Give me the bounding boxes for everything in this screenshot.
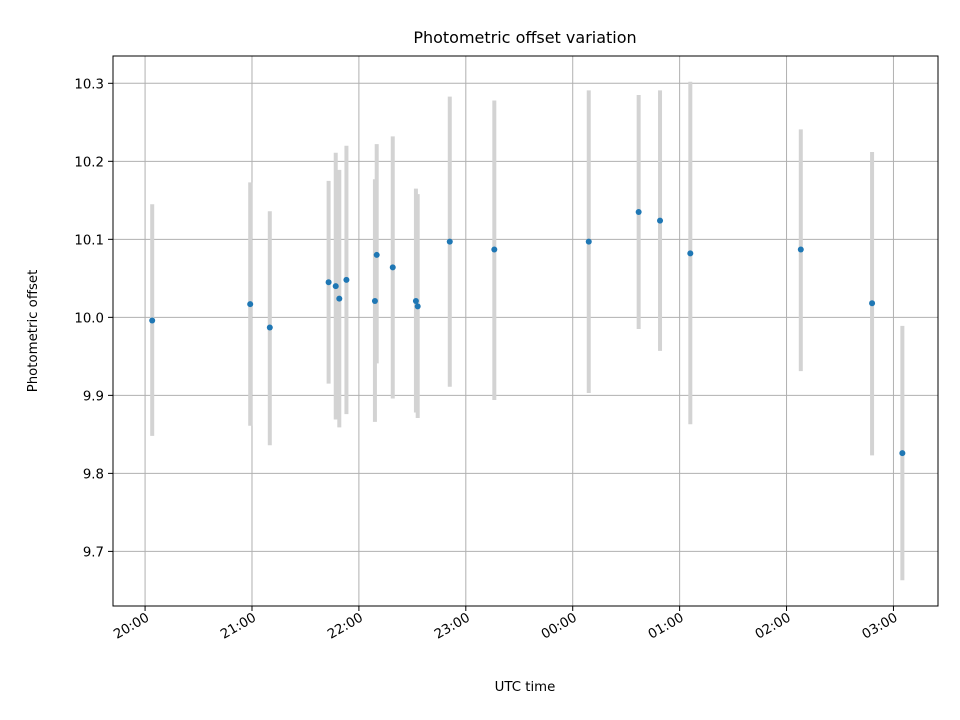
data-point bbox=[373, 251, 380, 258]
data-point bbox=[149, 317, 156, 324]
data-point bbox=[899, 450, 906, 457]
data-point bbox=[389, 264, 396, 271]
y-tick-label: 10.3 bbox=[74, 77, 104, 92]
data-point bbox=[585, 238, 592, 245]
data-point bbox=[635, 209, 642, 216]
data-point bbox=[336, 295, 343, 302]
y-tick-label: 9.9 bbox=[83, 389, 104, 404]
data-point bbox=[332, 283, 339, 290]
y-axis-label: Photometric offset bbox=[26, 270, 41, 393]
y-tick-label: 9.7 bbox=[83, 545, 104, 560]
data-point bbox=[414, 303, 421, 310]
data-point bbox=[797, 246, 804, 253]
data-point bbox=[325, 279, 332, 286]
data-points bbox=[149, 209, 906, 457]
x-axis-label: UTC time bbox=[495, 680, 556, 695]
data-point bbox=[371, 297, 378, 304]
y-tick-label: 10.2 bbox=[74, 155, 104, 170]
data-point bbox=[687, 250, 694, 257]
data-point bbox=[446, 238, 453, 245]
axes-frame bbox=[112, 55, 939, 607]
chart-title: Photometric offset variation bbox=[413, 28, 636, 47]
data-point bbox=[657, 217, 664, 224]
plot-area bbox=[113, 56, 938, 606]
data-point bbox=[412, 297, 419, 304]
y-tick-label: 9.8 bbox=[83, 467, 104, 482]
data-point bbox=[869, 300, 876, 307]
data-point bbox=[491, 246, 498, 253]
y-axis-ticks: 9.7 9.8 9.9 10.0 10.1 10.2 10.3 bbox=[74, 77, 113, 560]
grid bbox=[113, 56, 938, 606]
y-tick-label: 10.0 bbox=[74, 311, 104, 326]
data-point bbox=[266, 324, 273, 331]
y-tick-label: 10.1 bbox=[74, 233, 104, 248]
data-point bbox=[343, 276, 350, 283]
data-point bbox=[247, 301, 254, 308]
